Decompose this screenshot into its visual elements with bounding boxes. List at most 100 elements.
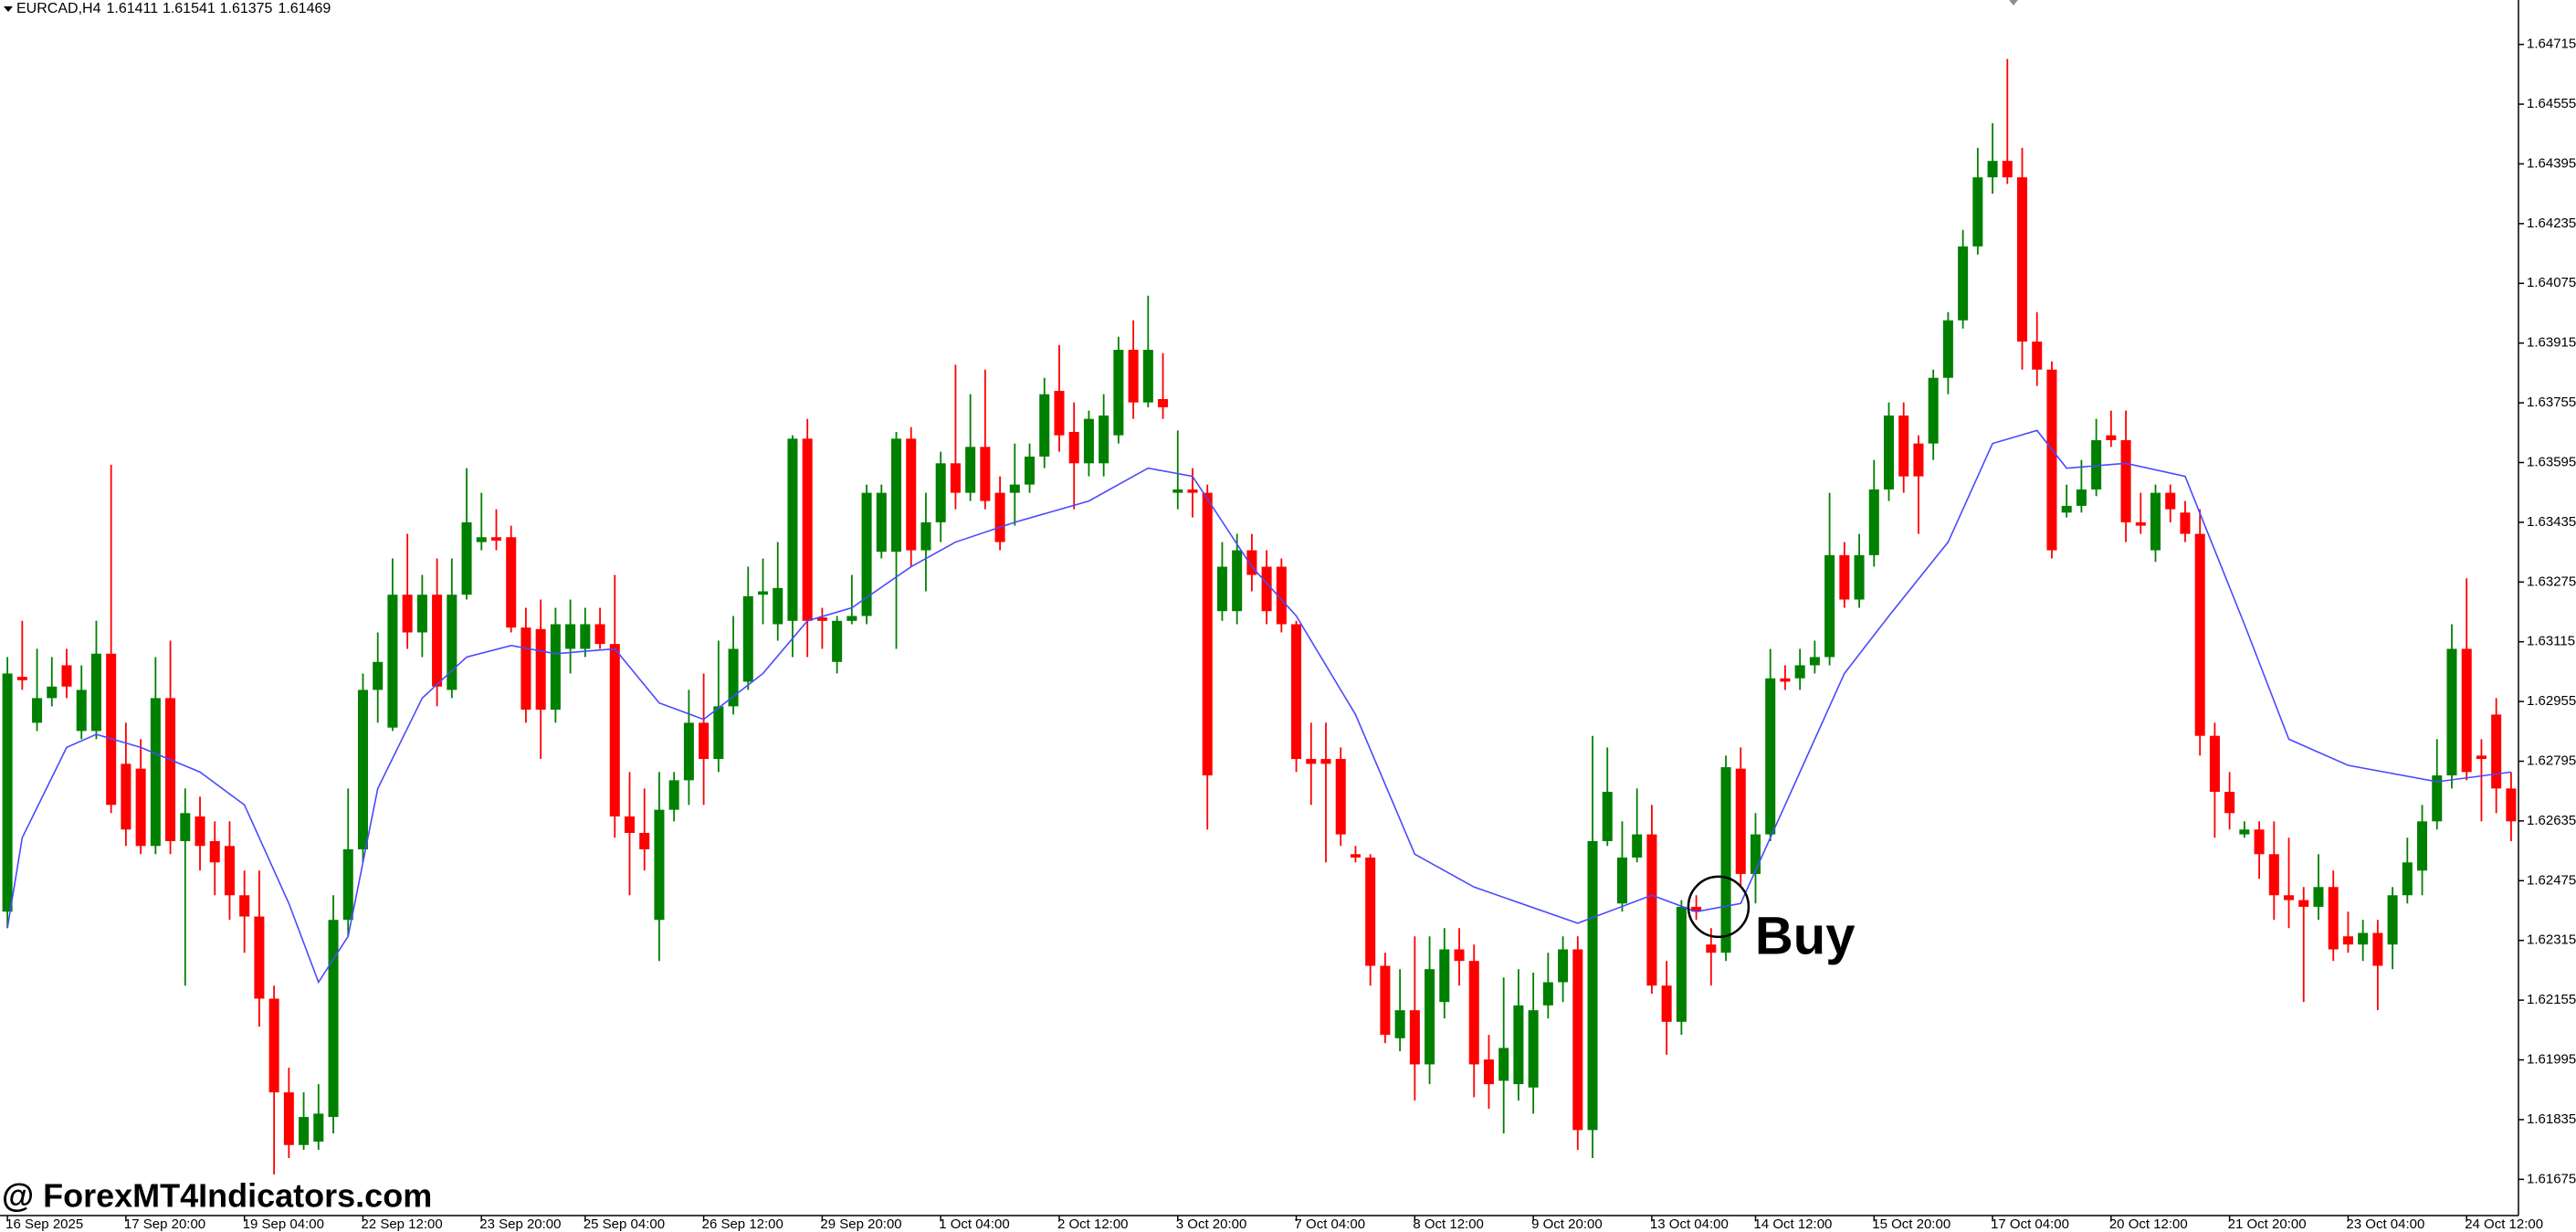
y-tick-label: 1.64555 (2527, 96, 2576, 111)
candle-body (2180, 512, 2191, 534)
quote-close: 1.61469 (278, 1, 331, 16)
candle-body (1394, 1010, 1405, 1038)
candle-body (2342, 936, 2353, 945)
candle-body (283, 1092, 294, 1145)
candle-body (16, 677, 27, 680)
candle-body (876, 492, 887, 553)
candle-body (2106, 435, 2117, 440)
x-tick-label: 17 Sep 20:00 (124, 1216, 205, 1232)
candle-body (787, 438, 798, 621)
candle-body (490, 537, 502, 541)
y-tick-label: 1.64395 (2527, 155, 2576, 171)
x-tick-label: 17 Oct 04:00 (1991, 1216, 2069, 1232)
candle-body (1676, 906, 1687, 1022)
candle-body (1068, 431, 1079, 464)
candle-body (2224, 792, 2235, 814)
y-tick-label: 1.62315 (2527, 932, 2576, 948)
candle-body (2446, 648, 2457, 776)
x-tick-label: 22 Sep 12:00 (361, 1216, 442, 1232)
candle-body (1498, 1048, 1509, 1081)
candle-body (195, 816, 205, 847)
candle-body (1039, 394, 1050, 457)
y-tick-label: 1.62475 (2527, 872, 2576, 888)
candle-body (1439, 949, 1450, 1003)
candle-body (1942, 320, 1953, 378)
candle-body (1928, 377, 1939, 444)
candle-body (1350, 854, 1361, 858)
candle-body (224, 846, 235, 896)
candle-body (1735, 768, 1746, 874)
x-tick-label: 21 Oct 20:00 (2228, 1216, 2307, 1232)
candle-body (135, 768, 146, 847)
candle-body (906, 438, 917, 551)
candle-body (1750, 834, 1761, 874)
candle-body (2417, 821, 2428, 871)
x-tick-label: 26 Sep 12:00 (702, 1216, 783, 1232)
period-marker (2009, 0, 2018, 5)
candle-body (2284, 895, 2295, 900)
candle-body (1972, 177, 1983, 247)
candle-body (313, 1113, 324, 1142)
candle-body (1009, 484, 1020, 493)
candle-body (802, 438, 813, 621)
candle-body (832, 620, 843, 662)
candle-body (1483, 1059, 1494, 1085)
header: EURCAD,H4 1.61411 1.61541 1.61375 1.61469 (16, 1, 331, 16)
y-tick-label: 1.64075 (2527, 275, 2576, 290)
candle-body (683, 722, 694, 781)
x-tick-label: 8 Oct 12:00 (1413, 1216, 1484, 1232)
candle-body (387, 595, 398, 728)
candle-body (2016, 177, 2028, 342)
y-tick-label: 1.62635 (2527, 813, 2576, 828)
candle-body (1513, 1005, 1524, 1085)
x-tick-label: 25 Sep 04:00 (584, 1216, 665, 1232)
candle-body (2461, 648, 2472, 773)
y-tick-label: 1.63435 (2527, 514, 2576, 530)
candle-body (1794, 665, 1805, 679)
candle-body (1054, 390, 1065, 436)
candle-body (357, 690, 368, 849)
candle-body (935, 463, 946, 522)
candle-body (1468, 961, 1479, 1065)
candle-body (1320, 759, 1331, 764)
candle-body (1602, 792, 1613, 841)
candle-body (1558, 949, 1569, 983)
candle-body (2002, 161, 2013, 178)
candle-body (1809, 657, 1820, 666)
candle-body (416, 595, 427, 633)
candle-body (891, 438, 902, 553)
candle-body (2328, 887, 2339, 950)
candle-body (1587, 840, 1598, 1131)
candle-body (106, 653, 117, 806)
quote-open: 1.61411 (106, 1, 158, 16)
candle-body (2372, 932, 2383, 966)
candle-body (565, 624, 576, 649)
x-tick-label: 2 Oct 12:00 (1057, 1216, 1129, 1232)
candle-body (2, 673, 13, 912)
candle-body (447, 595, 457, 690)
candle-body (2387, 895, 2398, 945)
candle-body (861, 492, 872, 616)
candle-body (1276, 566, 1287, 625)
moving-average (6, 429, 2511, 985)
candle-body (1425, 969, 1435, 1065)
candle-body (461, 521, 472, 595)
candle-body (2061, 505, 2072, 513)
y-tick-label: 1.61835 (2527, 1111, 2576, 1127)
candle-body (1261, 566, 1272, 612)
candle-body (1854, 554, 1865, 600)
x-tick-label: 13 Oct 04:00 (1650, 1216, 1729, 1232)
candle-body (1246, 550, 1257, 575)
candle-body (2432, 775, 2443, 822)
candle-body (2032, 342, 2043, 370)
candle-body (654, 809, 665, 921)
candle-body (1780, 678, 1791, 682)
candle-body (1454, 949, 1465, 962)
candle-body (2476, 755, 2487, 760)
candle-body (1572, 949, 1583, 1131)
candle-body (1291, 624, 1302, 760)
candle-body (1542, 982, 1553, 1006)
candle-body (550, 624, 561, 711)
candle-body (699, 722, 710, 760)
